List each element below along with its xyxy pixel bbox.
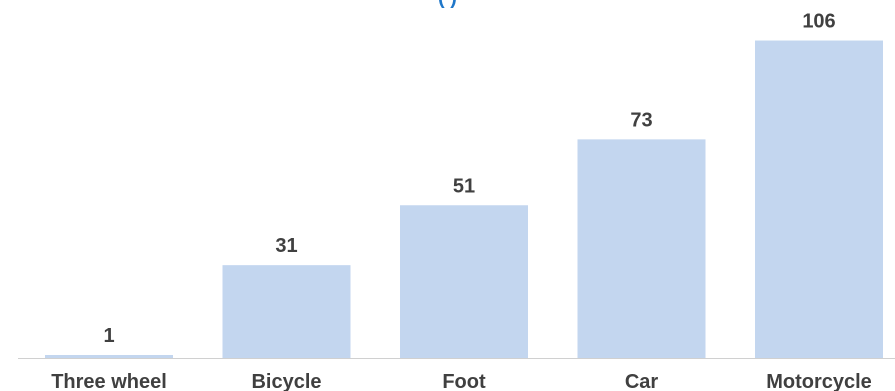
data-label-three-wheel: 1 [103,325,114,347]
x-tick-label-car: Car [625,371,659,391]
x-tick-label-motorcycle: Motorcycle [766,371,872,391]
labels-layer: 1 Three wheel 31 Bicycle 51 Foot 73 Car 106 Motor… [51,11,872,391]
bar-bicycle [222,265,351,358]
data-label-bicycle: 31 [275,235,297,257]
bar-car [577,139,706,358]
data-label-car: 73 [630,109,652,131]
bars-layer [45,40,883,358]
x-tick-label-foot: Foot [442,371,486,391]
data-label-motorcycle: 106 [802,11,835,33]
data-label-foot: 51 [453,175,475,197]
bar-foot [400,205,528,358]
x-tick-label-bicycle: Bicycle [251,371,321,391]
chart-title: ( ) [0,0,895,8]
bar-three-wheel [45,355,173,358]
x-tick-label-three-wheel: Three wheel [51,371,167,391]
bar-motorcycle [755,40,883,358]
